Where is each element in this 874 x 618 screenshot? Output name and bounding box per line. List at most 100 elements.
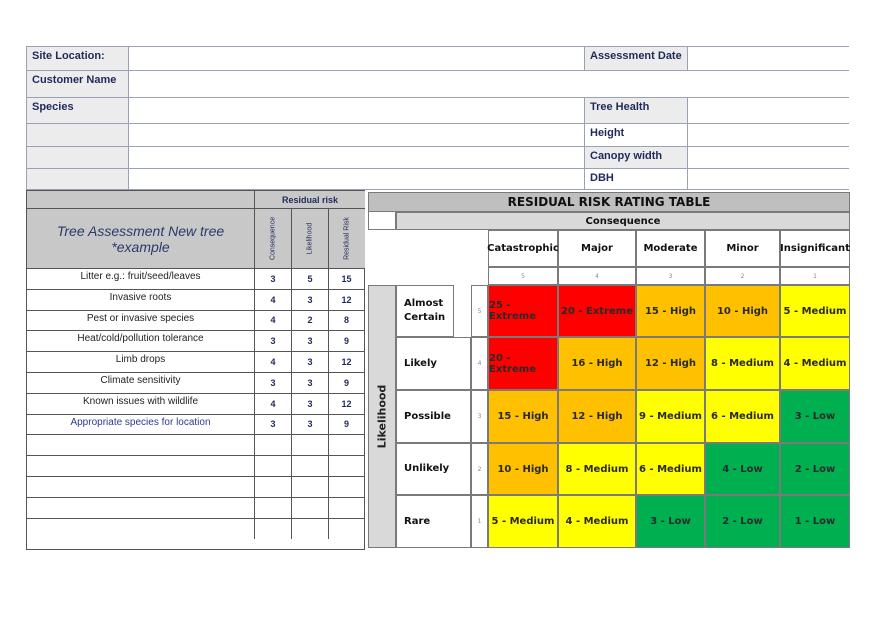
dbh-field[interactable] bbox=[688, 169, 849, 189]
risk-cell-low: 4 - Low bbox=[705, 443, 780, 495]
residual-risk-value: 12 bbox=[341, 398, 352, 409]
table-row: Litter e.g.: fruit/seed/leaves 3 5 15 bbox=[27, 269, 364, 290]
residual-risk-value[interactable] bbox=[329, 477, 364, 497]
row-label: Litter e.g.: fruit/seed/leaves bbox=[27, 269, 255, 289]
likelihood-value[interactable] bbox=[292, 456, 329, 476]
consequence-score: 4 bbox=[558, 267, 636, 285]
consequence-value[interactable] bbox=[255, 435, 292, 456]
height-field[interactable] bbox=[688, 124, 849, 147]
consequence-value[interactable] bbox=[255, 497, 292, 518]
likelihood-value: 3 bbox=[292, 373, 329, 393]
consequence-header: Consequence bbox=[396, 212, 850, 230]
row-label[interactable] bbox=[27, 435, 255, 456]
blank-field-2[interactable] bbox=[129, 147, 585, 169]
likelihood-col-header: Likelihood bbox=[292, 209, 329, 269]
risk-cell-low: 2 - Low bbox=[780, 443, 850, 495]
row-label: Known issues with wildlife bbox=[27, 393, 255, 414]
tree-health-field[interactable] bbox=[688, 98, 849, 124]
risk-cell-medium: 9 - Medium bbox=[636, 390, 705, 443]
header-blank bbox=[27, 191, 255, 209]
likelihood-value[interactable] bbox=[292, 518, 329, 540]
row-label: Heat/cold/pollution tolerance bbox=[27, 331, 255, 352]
consequence-value[interactable] bbox=[255, 477, 292, 497]
residual-risk-value: 9 bbox=[343, 419, 349, 430]
dbh-label: DBH bbox=[585, 169, 688, 189]
tree-health-label: Tree Health bbox=[585, 98, 688, 124]
risk-cell-extreme: 20 - Extreme bbox=[488, 337, 558, 390]
residual-risk-value: 12 bbox=[341, 357, 352, 368]
likelihood-value: 3 bbox=[292, 414, 329, 435]
consequence-value[interactable] bbox=[255, 518, 292, 540]
risk-cell-extreme: 20 - Extreme bbox=[558, 285, 636, 337]
blank-field-3[interactable] bbox=[129, 169, 585, 189]
row-label[interactable] bbox=[27, 518, 255, 540]
table-row: Limb drops 4 3 12 bbox=[27, 352, 364, 373]
assessment-date-field[interactable] bbox=[688, 47, 849, 71]
row-label: Limb drops bbox=[27, 352, 255, 372]
tree-info-form: Site Location: Assessment Date Customer … bbox=[26, 46, 849, 190]
residual-risk-value[interactable] bbox=[329, 435, 364, 455]
consequence-value: 3 bbox=[255, 269, 292, 289]
risk-cell-high: 12 - High bbox=[558, 390, 636, 443]
consequence-col-label: Consequence bbox=[269, 216, 277, 261]
row-label: Climate sensitivity bbox=[27, 373, 255, 393]
row-label: Invasive roots bbox=[27, 289, 255, 310]
risk-cell-high: 12 - High bbox=[636, 337, 705, 390]
row-label[interactable] bbox=[27, 477, 255, 497]
residual-risk-value[interactable] bbox=[329, 498, 364, 518]
risk-cell-extreme: 25 - Extreme bbox=[488, 285, 558, 337]
row-label: Pest or invasive species bbox=[27, 310, 255, 331]
residual-risk-rating-table: RESIDUAL RISK RATING TABLE Consequence L… bbox=[368, 190, 850, 550]
residual-col-label: Residual Risk bbox=[343, 217, 351, 260]
species-field[interactable] bbox=[129, 98, 585, 124]
likelihood-score: 2 bbox=[471, 443, 488, 495]
residual-risk-value[interactable] bbox=[329, 456, 364, 476]
likelihood-col-label: Likelihood bbox=[306, 222, 314, 255]
likelihood-score: 3 bbox=[471, 390, 488, 443]
site-location-field[interactable] bbox=[129, 47, 585, 71]
likelihood-value: 2 bbox=[292, 310, 329, 331]
residual-risk-header: Residual risk bbox=[255, 191, 365, 209]
table-row: Known issues with wildlife 4 3 12 bbox=[27, 393, 364, 415]
consequence-value: 4 bbox=[255, 393, 292, 414]
table-row: Appropriate species for location 3 3 9 bbox=[27, 414, 364, 436]
blank-field-1[interactable] bbox=[129, 124, 585, 147]
consequence-minor: Minor bbox=[705, 230, 780, 267]
consequence-value[interactable] bbox=[255, 456, 292, 476]
residual-risk-value: 9 bbox=[343, 377, 349, 388]
matrix-blank-top bbox=[368, 230, 488, 285]
likelihood-value[interactable] bbox=[292, 435, 329, 456]
risk-cell-low: 3 - Low bbox=[780, 390, 850, 443]
risk-cell-low: 2 - Low bbox=[705, 495, 780, 548]
row-label[interactable] bbox=[27, 456, 255, 476]
likelihood-value[interactable] bbox=[292, 497, 329, 518]
table-row: Climate sensitivity 3 3 9 bbox=[27, 373, 364, 394]
consequence-insignificant: Insignificant bbox=[780, 230, 850, 267]
tree-assessment-table: Residual risk Tree Assessment New tree *… bbox=[26, 190, 365, 550]
risk-cell-medium: 5 - Medium bbox=[780, 285, 850, 337]
risk-cell-medium: 4 - Medium bbox=[780, 337, 850, 390]
residual-risk-value[interactable] bbox=[329, 519, 364, 540]
consequence-col-header: Consequence bbox=[255, 209, 292, 269]
risk-cell-low: 3 - Low bbox=[636, 495, 705, 548]
risk-cell-medium: 5 - Medium bbox=[488, 495, 558, 548]
customer-name-field[interactable] bbox=[129, 71, 849, 98]
row-label: Appropriate species for location bbox=[27, 414, 255, 435]
risk-cell-medium: 6 - Medium bbox=[705, 390, 780, 443]
row-label[interactable] bbox=[27, 497, 255, 518]
risk-cell-medium: 6 - Medium bbox=[636, 443, 705, 495]
likelihood-header: Likelihood bbox=[368, 285, 396, 548]
assessment-title: Tree Assessment New tree *example bbox=[27, 209, 255, 269]
risk-cell-low: 1 - Low bbox=[780, 495, 850, 548]
species-label: Species bbox=[27, 98, 129, 124]
residual-risk-value: 9 bbox=[343, 336, 349, 347]
canopy-width-field[interactable] bbox=[688, 147, 849, 169]
risk-cell-high: 10 - High bbox=[705, 285, 780, 337]
consequence-catastrophic: Catastrophic bbox=[487, 230, 559, 267]
likelihood-value[interactable] bbox=[292, 477, 329, 497]
residual-risk-value: 15 bbox=[341, 273, 352, 284]
likelihood-value: 3 bbox=[292, 331, 329, 352]
consequence-score: 1 bbox=[780, 267, 850, 285]
likelihood-score: 4 bbox=[471, 337, 488, 390]
residual-risk-value: 8 bbox=[343, 315, 349, 326]
